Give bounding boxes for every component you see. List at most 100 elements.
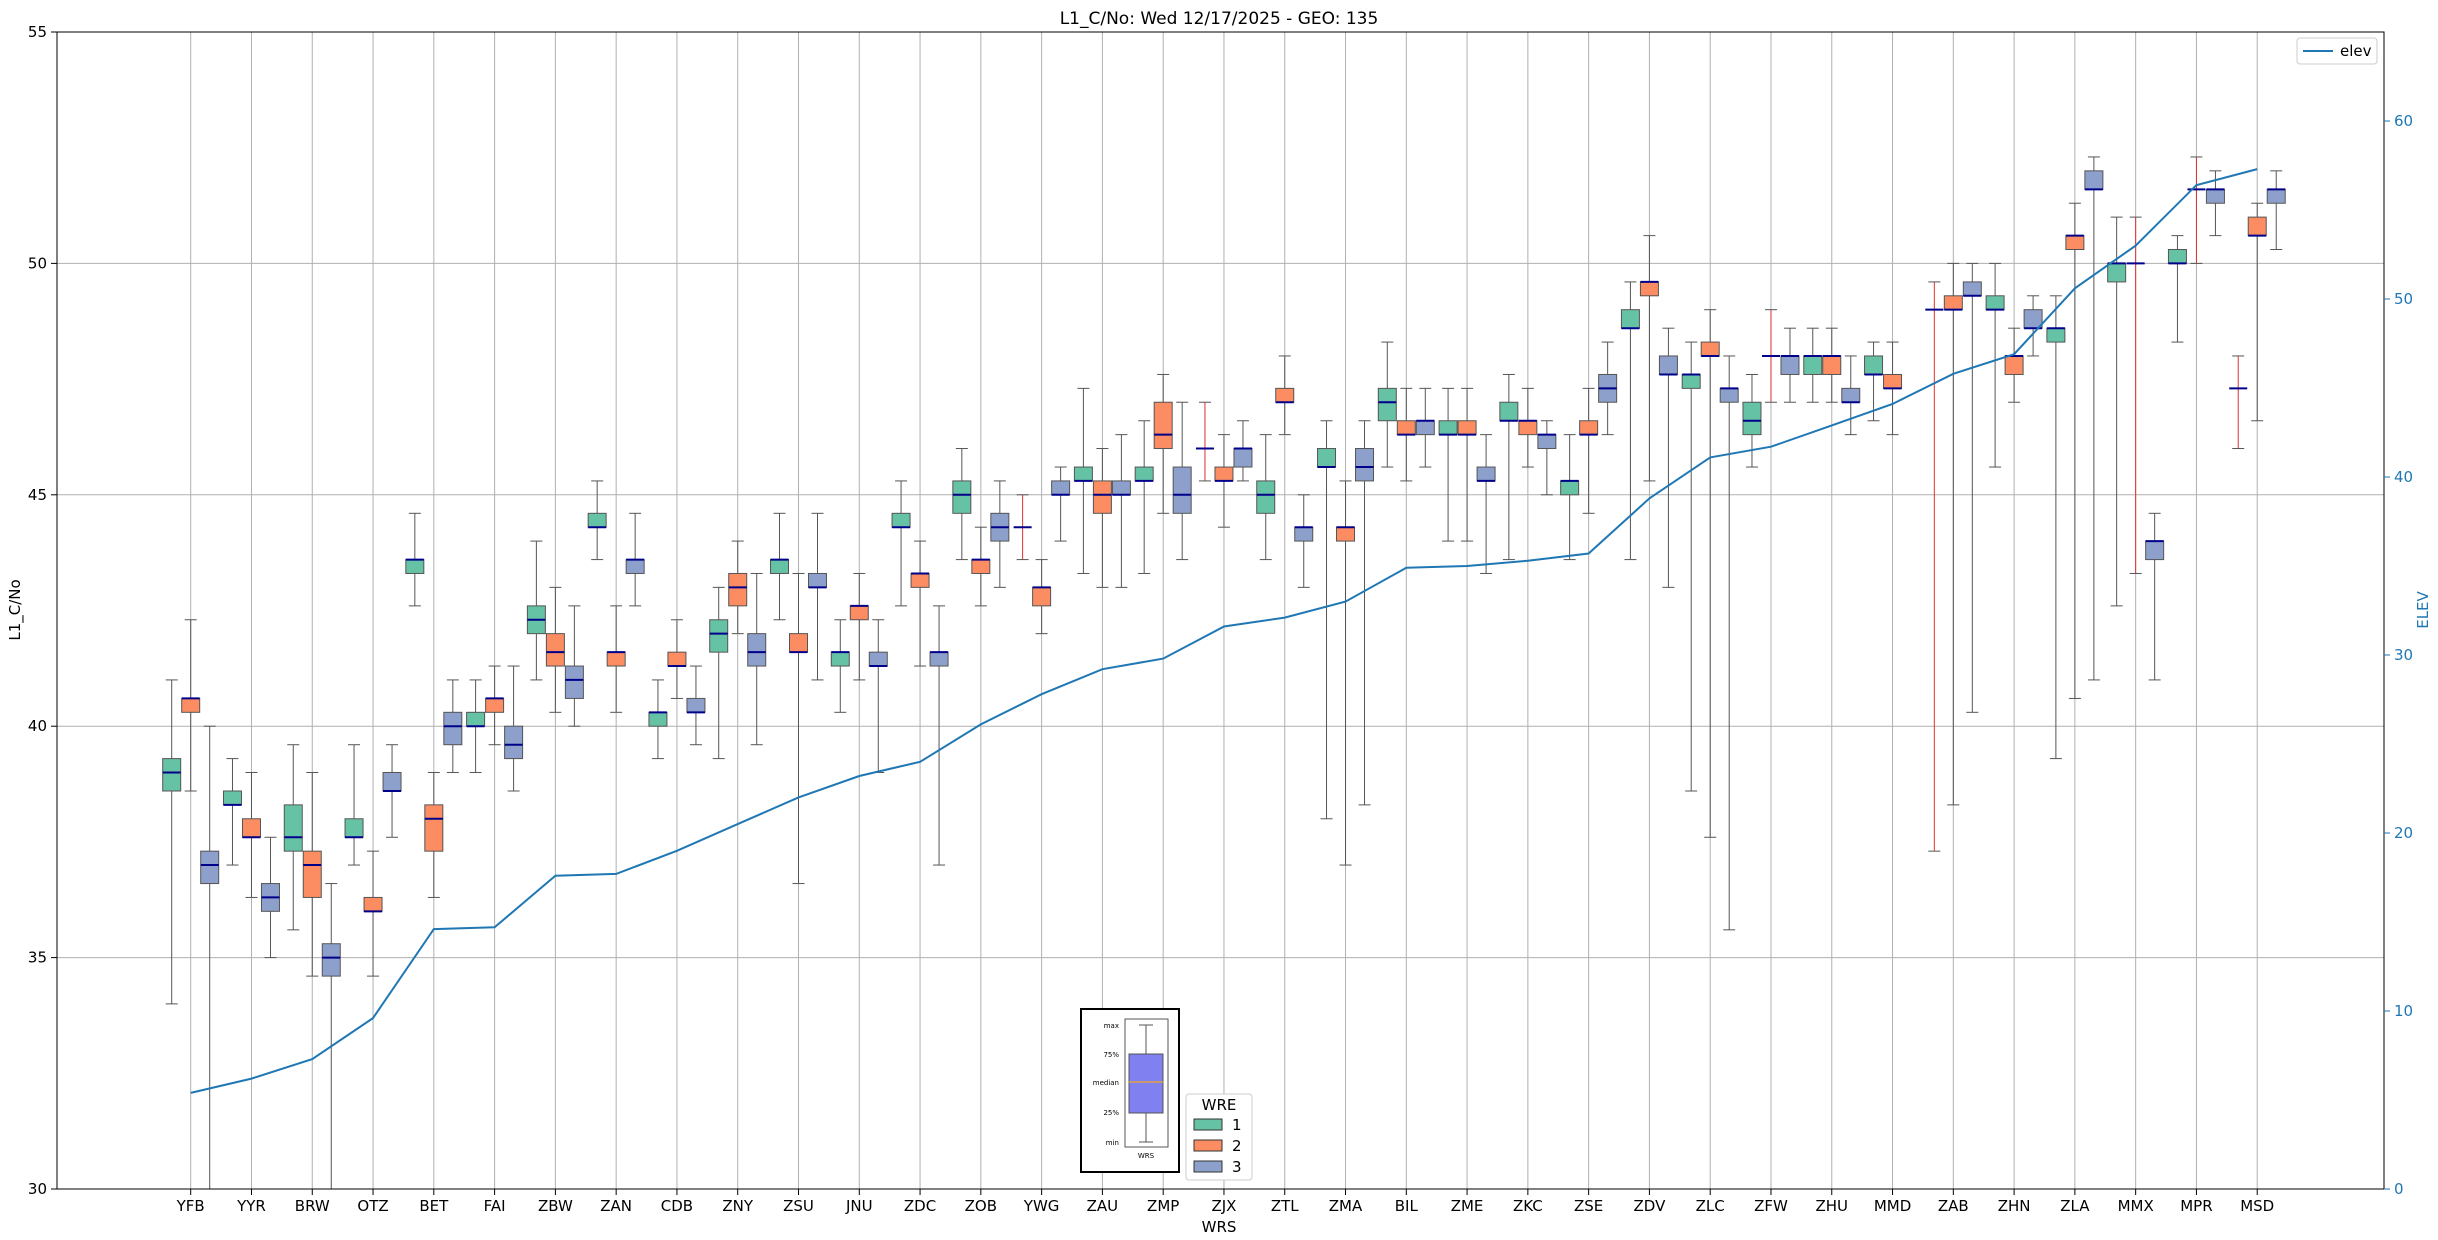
box-ZLC-wre2: [1700, 309, 1720, 838]
x-tick-label: BET: [419, 1197, 449, 1215]
box-body: [686, 697, 706, 713]
box-OTZ-wre3: [382, 744, 402, 838]
box-MPR-wre3: [2205, 170, 2225, 237]
y2-tick-label: 60: [2394, 112, 2413, 130]
box-body: [606, 651, 626, 667]
box-body: [1620, 309, 1640, 329]
box-body: [1355, 448, 1375, 482]
inset-q1-label: 25%: [1103, 1109, 1119, 1117]
box-body: [1962, 281, 1982, 297]
box-YWG-wre1: [1013, 494, 1032, 561]
box-ZSE-wre3: [1598, 341, 1618, 436]
box-ZKC-wre2: [1518, 387, 1538, 468]
box-ZNY-wre1: [709, 586, 729, 760]
x-tick-label: ZME: [1451, 1197, 1484, 1215]
box-FAI-wre2: [485, 665, 505, 746]
inset-min-label: min: [1106, 1139, 1119, 1147]
box-ZBW-wre1: [526, 540, 546, 681]
box-ZAN-wre2: [606, 605, 626, 713]
box-body: [1476, 466, 1496, 482]
box-body: [2145, 540, 2165, 561]
x-tick-label: MMX: [2118, 1197, 2154, 1215]
box-BRW-wre2: [302, 771, 322, 977]
box-body: [1032, 586, 1052, 607]
box-ZSU-wre1: [770, 512, 789, 621]
wre-legend-label-2: 2: [1232, 1137, 1242, 1155]
y-tick-label: 40: [28, 717, 47, 735]
y2-tick-label: 10: [2394, 1002, 2413, 1020]
box-BRW-wre3: [321, 883, 341, 1190]
box-body: [424, 804, 444, 852]
box-body: [747, 633, 767, 667]
box-body: [849, 605, 869, 621]
wre-legend-label-1: 1: [1232, 1116, 1242, 1134]
x-tick-label: FAI: [484, 1197, 506, 1215]
inset-xlabel: WRS: [1138, 1152, 1155, 1160]
box-body: [485, 697, 505, 713]
x-tick-label: ZDC: [904, 1197, 936, 1215]
box-YWG-wre2: [1032, 559, 1052, 635]
box-body: [1537, 434, 1557, 450]
box-ZBW-wre2: [545, 586, 565, 713]
box-body: [868, 651, 888, 667]
box-MMX-wre1: [2107, 216, 2127, 607]
box-body: [1111, 480, 1131, 496]
box-body: [1092, 480, 1112, 514]
box-YYR-wre3: [260, 836, 280, 959]
box-body: [1719, 387, 1739, 403]
box-body: [1336, 526, 1356, 542]
y-axis-label: L1_C/No: [6, 579, 25, 640]
box-body: [1822, 355, 1842, 375]
box-ZDV-wre2: [1639, 235, 1659, 482]
box-ZDV-wre1: [1620, 281, 1640, 561]
x-tick-label: MPR: [2180, 1197, 2212, 1215]
inset-box: [1128, 1053, 1164, 1114]
box-JNU-wre1: [830, 619, 850, 713]
box-anatomy-inset: max 75% median 25% min WRS: [1080, 1008, 1180, 1173]
box-ZTL-wre2: [1275, 355, 1295, 436]
box-ZMA-wre1: [1317, 420, 1337, 820]
box-CDB-wre1: [648, 679, 668, 760]
y2-tick-label: 30: [2394, 646, 2413, 664]
box-BIL-wre3: [1415, 387, 1435, 468]
y2-tick-label: 0: [2394, 1180, 2404, 1198]
box-body: [1438, 420, 1458, 436]
box-YYR-wre2: [241, 771, 261, 898]
x-tick-label: JNU: [845, 1197, 873, 1215]
wre-legend-swatch-3: [1193, 1160, 1223, 1173]
x-tick-label: ZSU: [783, 1197, 814, 1215]
box-ZKC-wre3: [1537, 420, 1557, 496]
box-BRW-wre1: [283, 744, 303, 931]
x-tick-label: ZJX: [1211, 1197, 1236, 1215]
box-body: [1294, 526, 1314, 542]
box-body: [587, 512, 607, 528]
box-body: [2046, 327, 2066, 343]
box-MMD-wre2: [1883, 341, 1903, 436]
box-body: [1275, 387, 1295, 403]
inset-q3-label: 75%: [1103, 1051, 1119, 1059]
box-body: [2205, 188, 2225, 204]
box-MMX-wre2: [2126, 216, 2145, 574]
box-ZTL-wre3: [1294, 494, 1314, 588]
box-body: [545, 633, 565, 667]
x-tick-label: ZMA: [1329, 1197, 1363, 1215]
x-tick-label: ZLA: [2060, 1197, 2090, 1215]
elev-line-series: [190, 168, 2258, 1094]
box-ZME-wre3: [1476, 434, 1496, 574]
box-ZLC-wre3: [1719, 355, 1739, 931]
y2-tick-label: 20: [2394, 824, 2413, 842]
box-BET-wre3: [443, 679, 463, 773]
box-body: [1943, 295, 1963, 311]
inset-median-label: median: [1093, 1079, 1119, 1087]
box-body: [2167, 249, 2187, 264]
box-body: [564, 665, 584, 699]
x-tick-label: ZMP: [1147, 1197, 1179, 1215]
x-tick-label: CDB: [661, 1197, 693, 1215]
axes: 30 35 40 45 50 55 0 10 20 30 40 50 60 YFB YYR BRW OTZ BET…: [28, 23, 2413, 1215]
box-MMX-wre3: [2145, 512, 2165, 681]
wre-legend-label-3: 3: [1232, 1158, 1242, 1176]
box-ZHN-wre2: [2004, 327, 2024, 403]
box-body: [200, 850, 220, 885]
box-body: [1134, 466, 1154, 482]
x-tick-label: ZAB: [1938, 1197, 1969, 1215]
